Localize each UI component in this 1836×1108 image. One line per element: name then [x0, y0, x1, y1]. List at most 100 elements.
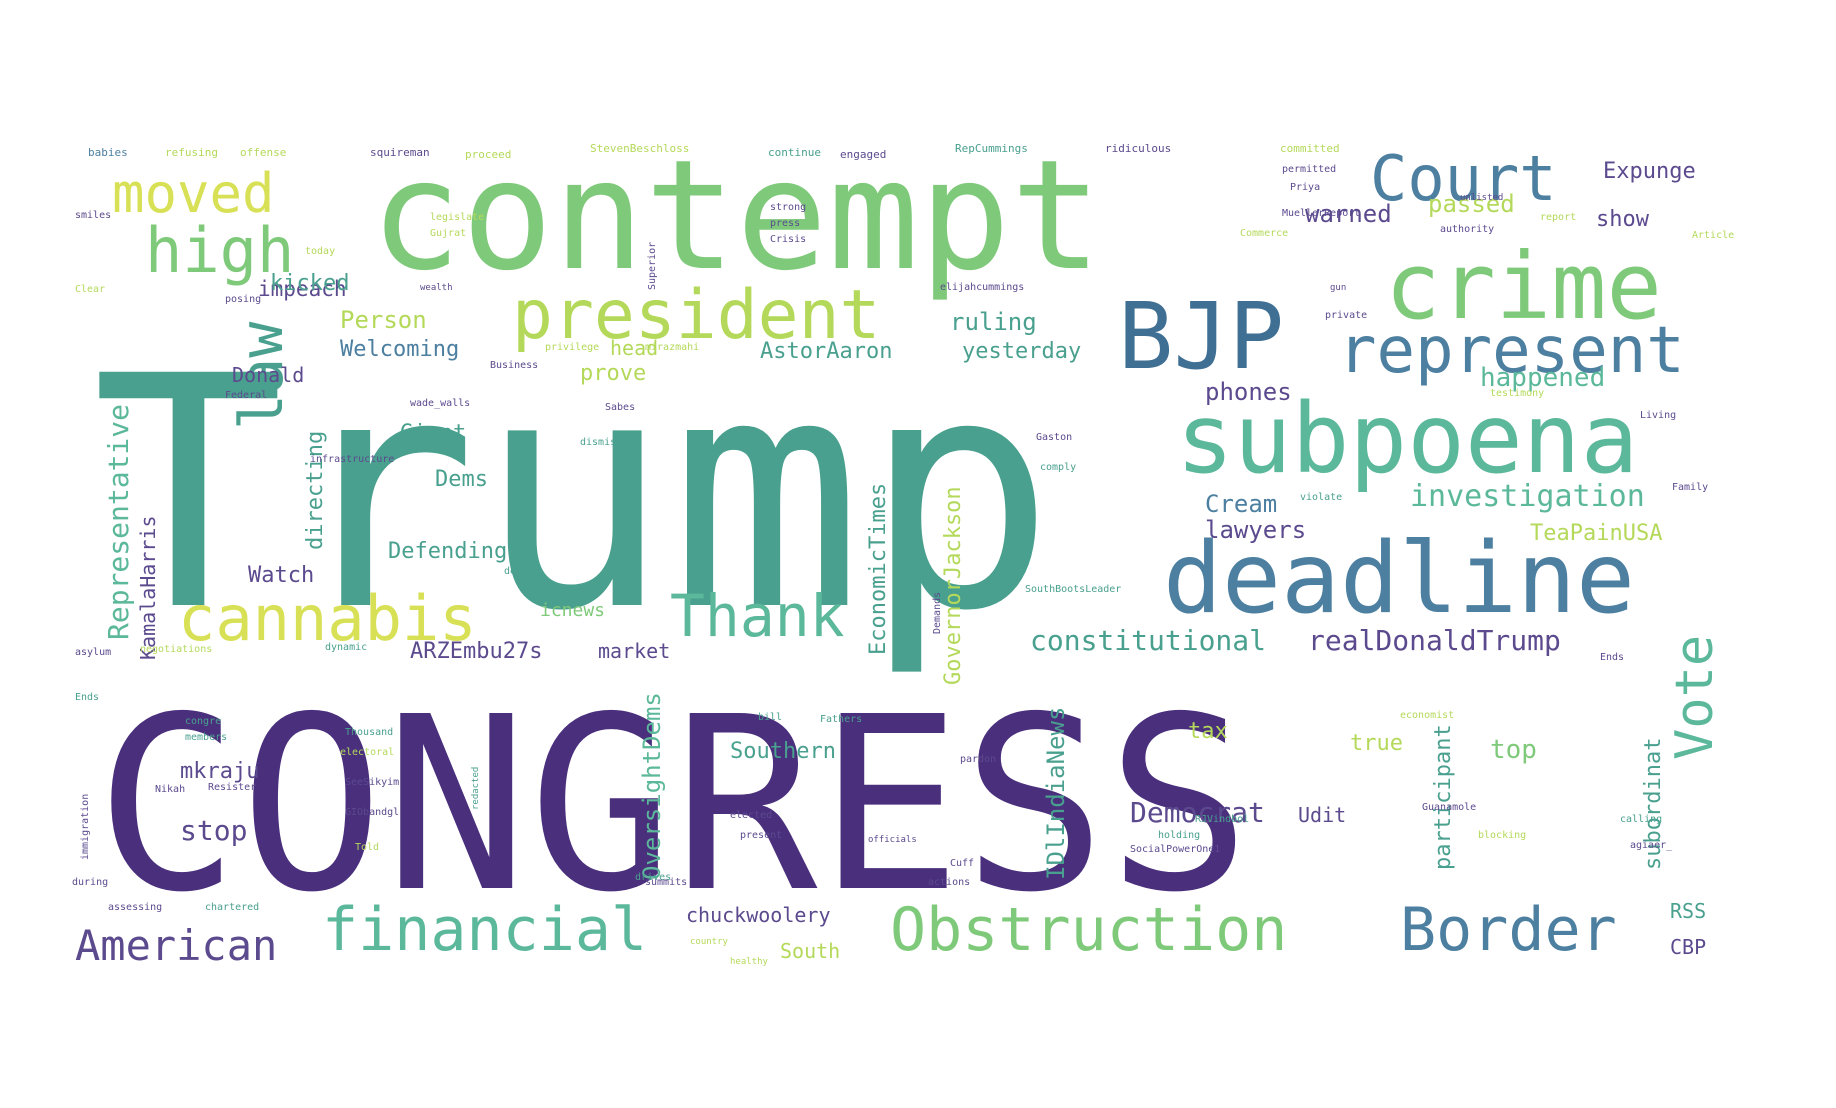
- word-mkraju: mkraju: [180, 759, 259, 784]
- word-top: top: [1490, 735, 1537, 765]
- word-lawyers: lawyers: [1205, 516, 1306, 544]
- word-directing: directing: [303, 431, 328, 550]
- word-holding: holding: [1158, 830, 1200, 841]
- word-oversightdems: OversightDems: [638, 692, 666, 880]
- word-thousand: Thousand: [345, 727, 393, 738]
- word-refusing: refusing: [165, 146, 218, 159]
- word-governorjackson: GovernorJackson: [941, 486, 966, 685]
- word-immigration: immigration: [80, 794, 91, 860]
- word-engaged: engaged: [840, 148, 886, 161]
- word-gaston: Gaston: [1036, 432, 1072, 443]
- word-true: true: [1350, 731, 1403, 756]
- word-cbp: CBP: [1670, 935, 1706, 959]
- word-smiles: smiles: [75, 210, 111, 221]
- word-welcoming: Welcoming: [340, 337, 459, 362]
- word-passed: passed: [1428, 190, 1515, 218]
- word-elected: elected: [730, 810, 772, 821]
- word-dismisses: dismisses: [580, 437, 634, 448]
- word-representative: Representative: [102, 404, 135, 640]
- word-show: show: [1596, 207, 1650, 232]
- word-rjvindbol: RJVindbol: [1195, 814, 1249, 825]
- word-prove: prove: [580, 361, 646, 386]
- word-president: president: [512, 276, 880, 355]
- word-defend: defend: [504, 566, 540, 577]
- word-udit: Udit: [1298, 803, 1346, 827]
- word-posing: posing: [225, 294, 261, 305]
- word-giant: Giant: [400, 421, 466, 446]
- word-stop: stop: [180, 814, 247, 847]
- word-demands: Demands: [932, 592, 943, 634]
- word-ridiculous: ridiculous: [1105, 142, 1171, 155]
- word-cream: Cream: [1205, 490, 1277, 518]
- word-report: report: [1540, 212, 1576, 223]
- word-federal: Federal: [225, 390, 267, 401]
- word-business: Business: [490, 360, 538, 371]
- word-today: today: [305, 246, 335, 257]
- word-wealth: wealth: [420, 283, 453, 293]
- word-defending: Defending: [388, 539, 507, 564]
- word-comply: comply: [1040, 462, 1076, 473]
- word-nikah: Nikah: [155, 784, 185, 795]
- word-bill: bill: [758, 712, 782, 723]
- word-fathers: Fathers: [820, 714, 862, 725]
- word-giobandgl: GIObandgl: [345, 807, 399, 818]
- word-living: Living: [1640, 410, 1676, 421]
- word-ends: Ends: [75, 692, 99, 703]
- word-asylum: asylum: [75, 647, 111, 658]
- word-chartered: chartered: [205, 902, 259, 913]
- word-told: Told: [355, 842, 379, 853]
- word-calling: calling: [1620, 814, 1662, 825]
- word-participant: participant: [1431, 724, 1456, 870]
- word-icnews: icnews: [540, 600, 605, 621]
- word-chuckwoolery: chuckwoolery: [686, 903, 831, 927]
- word-testimony: testimony: [1490, 388, 1544, 399]
- word-resister: Resister: [208, 782, 256, 793]
- word-court: Court: [1370, 142, 1557, 215]
- word-subordinat: subordinat: [1641, 738, 1666, 870]
- word-actions: actions: [928, 877, 970, 888]
- word-border: Border: [1400, 895, 1617, 965]
- word-country: country: [690, 937, 729, 947]
- word-subpoena: subpoena: [1176, 383, 1638, 495]
- word-dems: Dems: [435, 467, 488, 492]
- word-article: Article: [1692, 230, 1734, 241]
- word-teapainusa: TeaPainUSA: [1530, 521, 1662, 546]
- word-wade-walls: wade_walls: [410, 398, 470, 409]
- word-drives: drives: [635, 872, 671, 883]
- word-guanamole: Guanamole: [1422, 802, 1476, 813]
- word-market: market: [598, 639, 670, 663]
- word-impeach: impeach: [258, 277, 347, 301]
- word-watch: Watch: [248, 563, 314, 588]
- word-private: private: [1325, 310, 1367, 321]
- word-gun: gun: [1330, 283, 1346, 293]
- word-moved: moved: [112, 162, 275, 225]
- word-gujrat: Gujrat: [430, 228, 466, 239]
- word-officials: officials: [868, 835, 917, 845]
- word-seesikyim: SeeSikyim: [345, 777, 399, 788]
- word-agiaer: agiaer_: [1630, 840, 1673, 851]
- word-committed: committed: [1280, 142, 1340, 155]
- word-high: high: [145, 214, 294, 287]
- word-proceed: proceed: [465, 148, 511, 161]
- word-cuff: Cuff: [950, 858, 974, 869]
- word-redacted: redacted: [471, 767, 481, 810]
- word-kicked: kicked: [270, 271, 349, 296]
- word-central: Central: [622, 478, 633, 520]
- word-idlindianews: IDlIndiaNews: [1042, 707, 1070, 880]
- word-realdonaldtrump: realDonaldTrump: [1308, 624, 1561, 657]
- word-ruling: ruling: [950, 308, 1037, 336]
- word-kamalaharris: KamalaHarris: [136, 516, 160, 661]
- word-warned: warned: [1305, 200, 1392, 228]
- word-sabes: Sabes: [605, 402, 635, 413]
- word-american: American: [75, 921, 277, 970]
- word-pardon: pardon: [960, 754, 996, 765]
- word-summits: summits: [645, 877, 687, 888]
- word-phones: phones: [1205, 378, 1292, 406]
- word-violate: violate: [1300, 492, 1342, 503]
- word-commerce: Commerce: [1240, 228, 1288, 239]
- word-southbootsleader: SouthBootsLeader: [1025, 584, 1121, 595]
- word-investigation: investigation: [1410, 479, 1645, 514]
- word-thank: Thank: [670, 582, 845, 650]
- word-constitutional: constitutional: [1030, 624, 1266, 657]
- word-contempt: contempt: [370, 127, 1102, 304]
